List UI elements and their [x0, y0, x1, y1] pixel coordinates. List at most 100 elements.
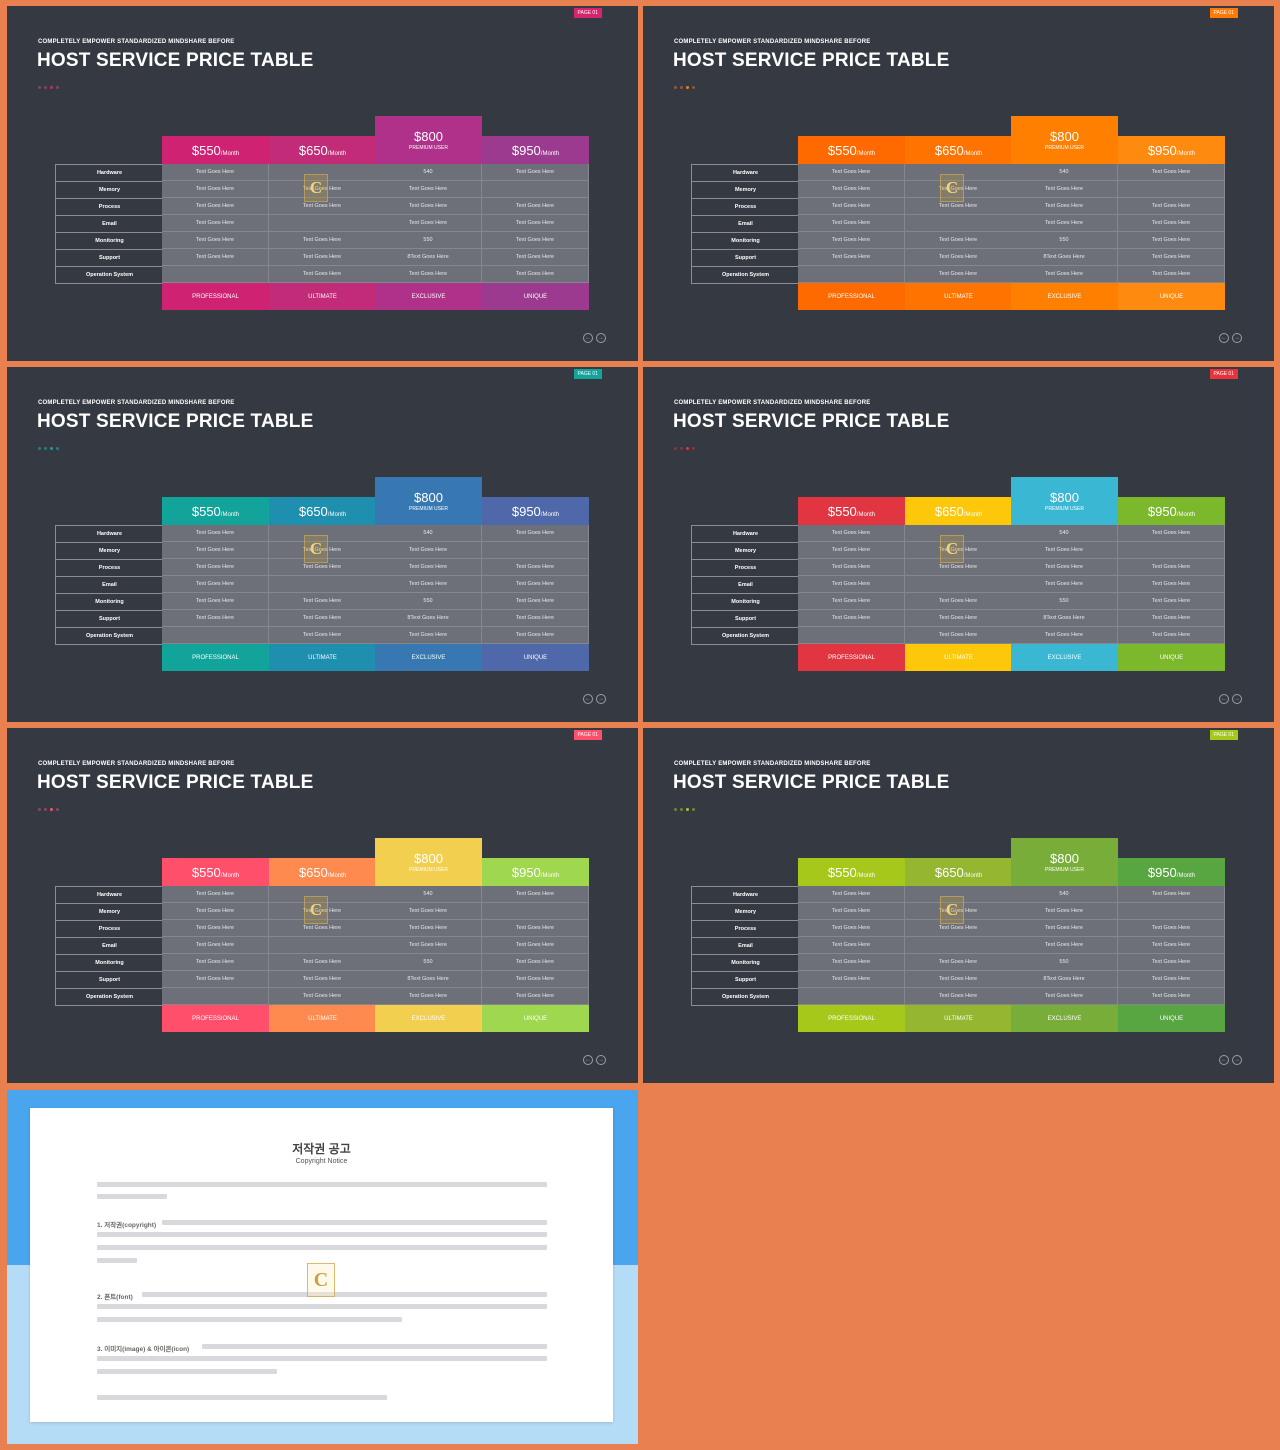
plan-cell [905, 215, 1012, 232]
next-arrow-icon[interactable]: → [596, 694, 606, 704]
price-table-slide: PAGE 01 COMPLETELY EMPOWER STANDARDIZED … [643, 367, 1274, 722]
feature-label: Hardware [56, 887, 163, 904]
next-arrow-icon[interactable]: → [596, 333, 606, 343]
feature-labels: Hardware Memory Process Email Monitoring… [55, 525, 164, 645]
feature-label: Memory [56, 543, 163, 560]
plan-footer-button[interactable]: UNIQUE [482, 283, 589, 310]
plan-footer-button[interactable]: EXCLUSIVE [375, 644, 482, 671]
plan-price: $950/Month [1148, 504, 1195, 519]
prev-arrow-icon[interactable]: ← [1219, 333, 1229, 343]
plan-cell [905, 937, 1012, 954]
plan-footer-button[interactable]: EXCLUSIVE [1011, 283, 1118, 310]
price-unit: /Month [540, 150, 560, 157]
plan-cells: 540 Text Goes Here Text Goes Here Text G… [375, 525, 482, 644]
text-line [97, 1258, 137, 1263]
prev-arrow-icon[interactable]: ← [1219, 1055, 1229, 1065]
plan-cell: Text Goes Here [162, 937, 269, 954]
plan-column: $800 PREMIUM USER 540 Text Goes Here Tex… [1011, 477, 1118, 671]
plan-cell: Text Goes Here [162, 249, 269, 266]
plan-cell: Text Goes Here [482, 215, 589, 232]
plan-cells: 540 Text Goes Here Text Goes Here Text G… [1011, 164, 1118, 283]
plan-footer-button[interactable]: PROFESSIONAL [798, 644, 905, 671]
feature-label: Operation System [85, 633, 134, 639]
plan-footer-button[interactable]: ULTIMATE [905, 644, 1012, 671]
plan-header: $950/Month [482, 136, 589, 164]
plan-cell: Text Goes Here [798, 954, 905, 971]
plan-footer-button[interactable]: ULTIMATE [269, 644, 376, 671]
feature-label: Process [692, 560, 799, 577]
feature-label: Operation System [721, 994, 770, 1000]
plan-column: $650/Month Text Goes Here Text Goes Here… [269, 136, 376, 310]
prev-arrow-icon[interactable]: ← [583, 1055, 593, 1065]
feature-labels: Hardware Memory Process Email Monitoring… [55, 886, 164, 1006]
prev-arrow-icon[interactable]: ← [583, 333, 593, 343]
slide-nav: ← → [1219, 1055, 1242, 1065]
plan-footer-button[interactable]: EXCLUSIVE [1011, 644, 1118, 671]
plan-footer-button[interactable]: UNIQUE [1118, 283, 1225, 310]
next-arrow-icon[interactable]: → [596, 1055, 606, 1065]
plan-footer-button[interactable]: ULTIMATE [269, 283, 376, 310]
plan-cell: Text Goes Here [269, 954, 376, 971]
section-heading: 3. 이미지(image) & 아이콘(icon) [97, 1346, 190, 1353]
plan-footer-button[interactable]: PROFESSIONAL [162, 1005, 269, 1032]
prev-arrow-icon[interactable]: ← [1219, 694, 1229, 704]
plan-cell: Text Goes Here [905, 249, 1012, 266]
plan-footer-button[interactable]: PROFESSIONAL [798, 283, 905, 310]
plan-footer-button[interactable]: ULTIMATE [269, 1005, 376, 1032]
dot-icon [50, 808, 53, 811]
page-tag: PAGE 01 [1209, 369, 1238, 379]
plan-cell: Text Goes Here [905, 266, 1012, 283]
section-heading: 2. 폰트(font) [97, 1294, 133, 1301]
slide-title: HOST SERVICE PRICE TABLE [673, 772, 950, 793]
dot-icon [44, 86, 47, 89]
price-unit: /Month [1176, 150, 1196, 157]
plan-footer-button[interactable]: ULTIMATE [905, 1005, 1012, 1032]
slide-nav: ← → [583, 694, 606, 704]
slide-title: HOST SERVICE PRICE TABLE [673, 50, 950, 71]
plan-cell [162, 627, 269, 644]
dot-icon [692, 86, 695, 89]
copyright-subtitle: Copyright Notice [295, 1158, 348, 1165]
price-value: $950 [1147, 503, 1177, 519]
dot-icon [50, 447, 53, 450]
plan-cell: Text Goes Here [1118, 971, 1225, 988]
plan-footer-button[interactable]: UNIQUE [482, 1005, 589, 1032]
dot-icon [56, 447, 59, 450]
plan-footer-button[interactable]: UNIQUE [482, 644, 589, 671]
copyright-title: 저작권 공고 [292, 1142, 351, 1156]
plan-cell: Text Goes Here [375, 576, 482, 593]
dot-icon [686, 808, 689, 811]
page-tag: PAGE 01 [1209, 730, 1238, 740]
plan-cell: Text Goes Here [482, 232, 589, 249]
plan-footer-button[interactable]: EXCLUSIVE [1011, 1005, 1118, 1032]
dot-indicator [674, 808, 695, 811]
plan-cell [1118, 181, 1225, 198]
next-arrow-icon[interactable]: → [1232, 1055, 1242, 1065]
plan-footer-button[interactable]: PROFESSIONAL [162, 644, 269, 671]
plan-footer-button[interactable]: UNIQUE [1118, 644, 1225, 671]
next-arrow-icon[interactable]: → [1232, 694, 1242, 704]
plan-footer-button[interactable]: PROFESSIONAL [162, 283, 269, 310]
plan-footer-button[interactable]: EXCLUSIVE [375, 1005, 482, 1032]
plan-footer-button[interactable]: UNIQUE [1118, 1005, 1225, 1032]
next-arrow-icon[interactable]: → [1232, 333, 1242, 343]
price-unit: /Month [327, 150, 347, 157]
plan-price: $800 [414, 851, 443, 866]
price-value: $950 [1147, 864, 1177, 880]
plan-footer-button[interactable]: EXCLUSIVE [375, 283, 482, 310]
plan-cell: Text Goes Here [482, 164, 589, 181]
feature-label: Operation System [85, 994, 134, 1000]
plan-cell: Text Goes Here [1118, 610, 1225, 627]
plan-cell: Text Goes Here [1011, 542, 1118, 559]
plan-footer-button[interactable]: PROFESSIONAL [798, 1005, 905, 1032]
price-unit: /Month [220, 150, 240, 157]
plan-cell: Text Goes Here [1011, 576, 1118, 593]
feature-label: Email [56, 216, 163, 233]
feature-label: Process [56, 560, 163, 577]
feature-label: Monitoring [692, 955, 799, 972]
prev-arrow-icon[interactable]: ← [583, 694, 593, 704]
premium-label: PREMIUM USER [1045, 506, 1084, 512]
price-value: $650 [298, 864, 328, 880]
price-value: $550 [191, 142, 221, 158]
plan-footer-button[interactable]: ULTIMATE [905, 283, 1012, 310]
